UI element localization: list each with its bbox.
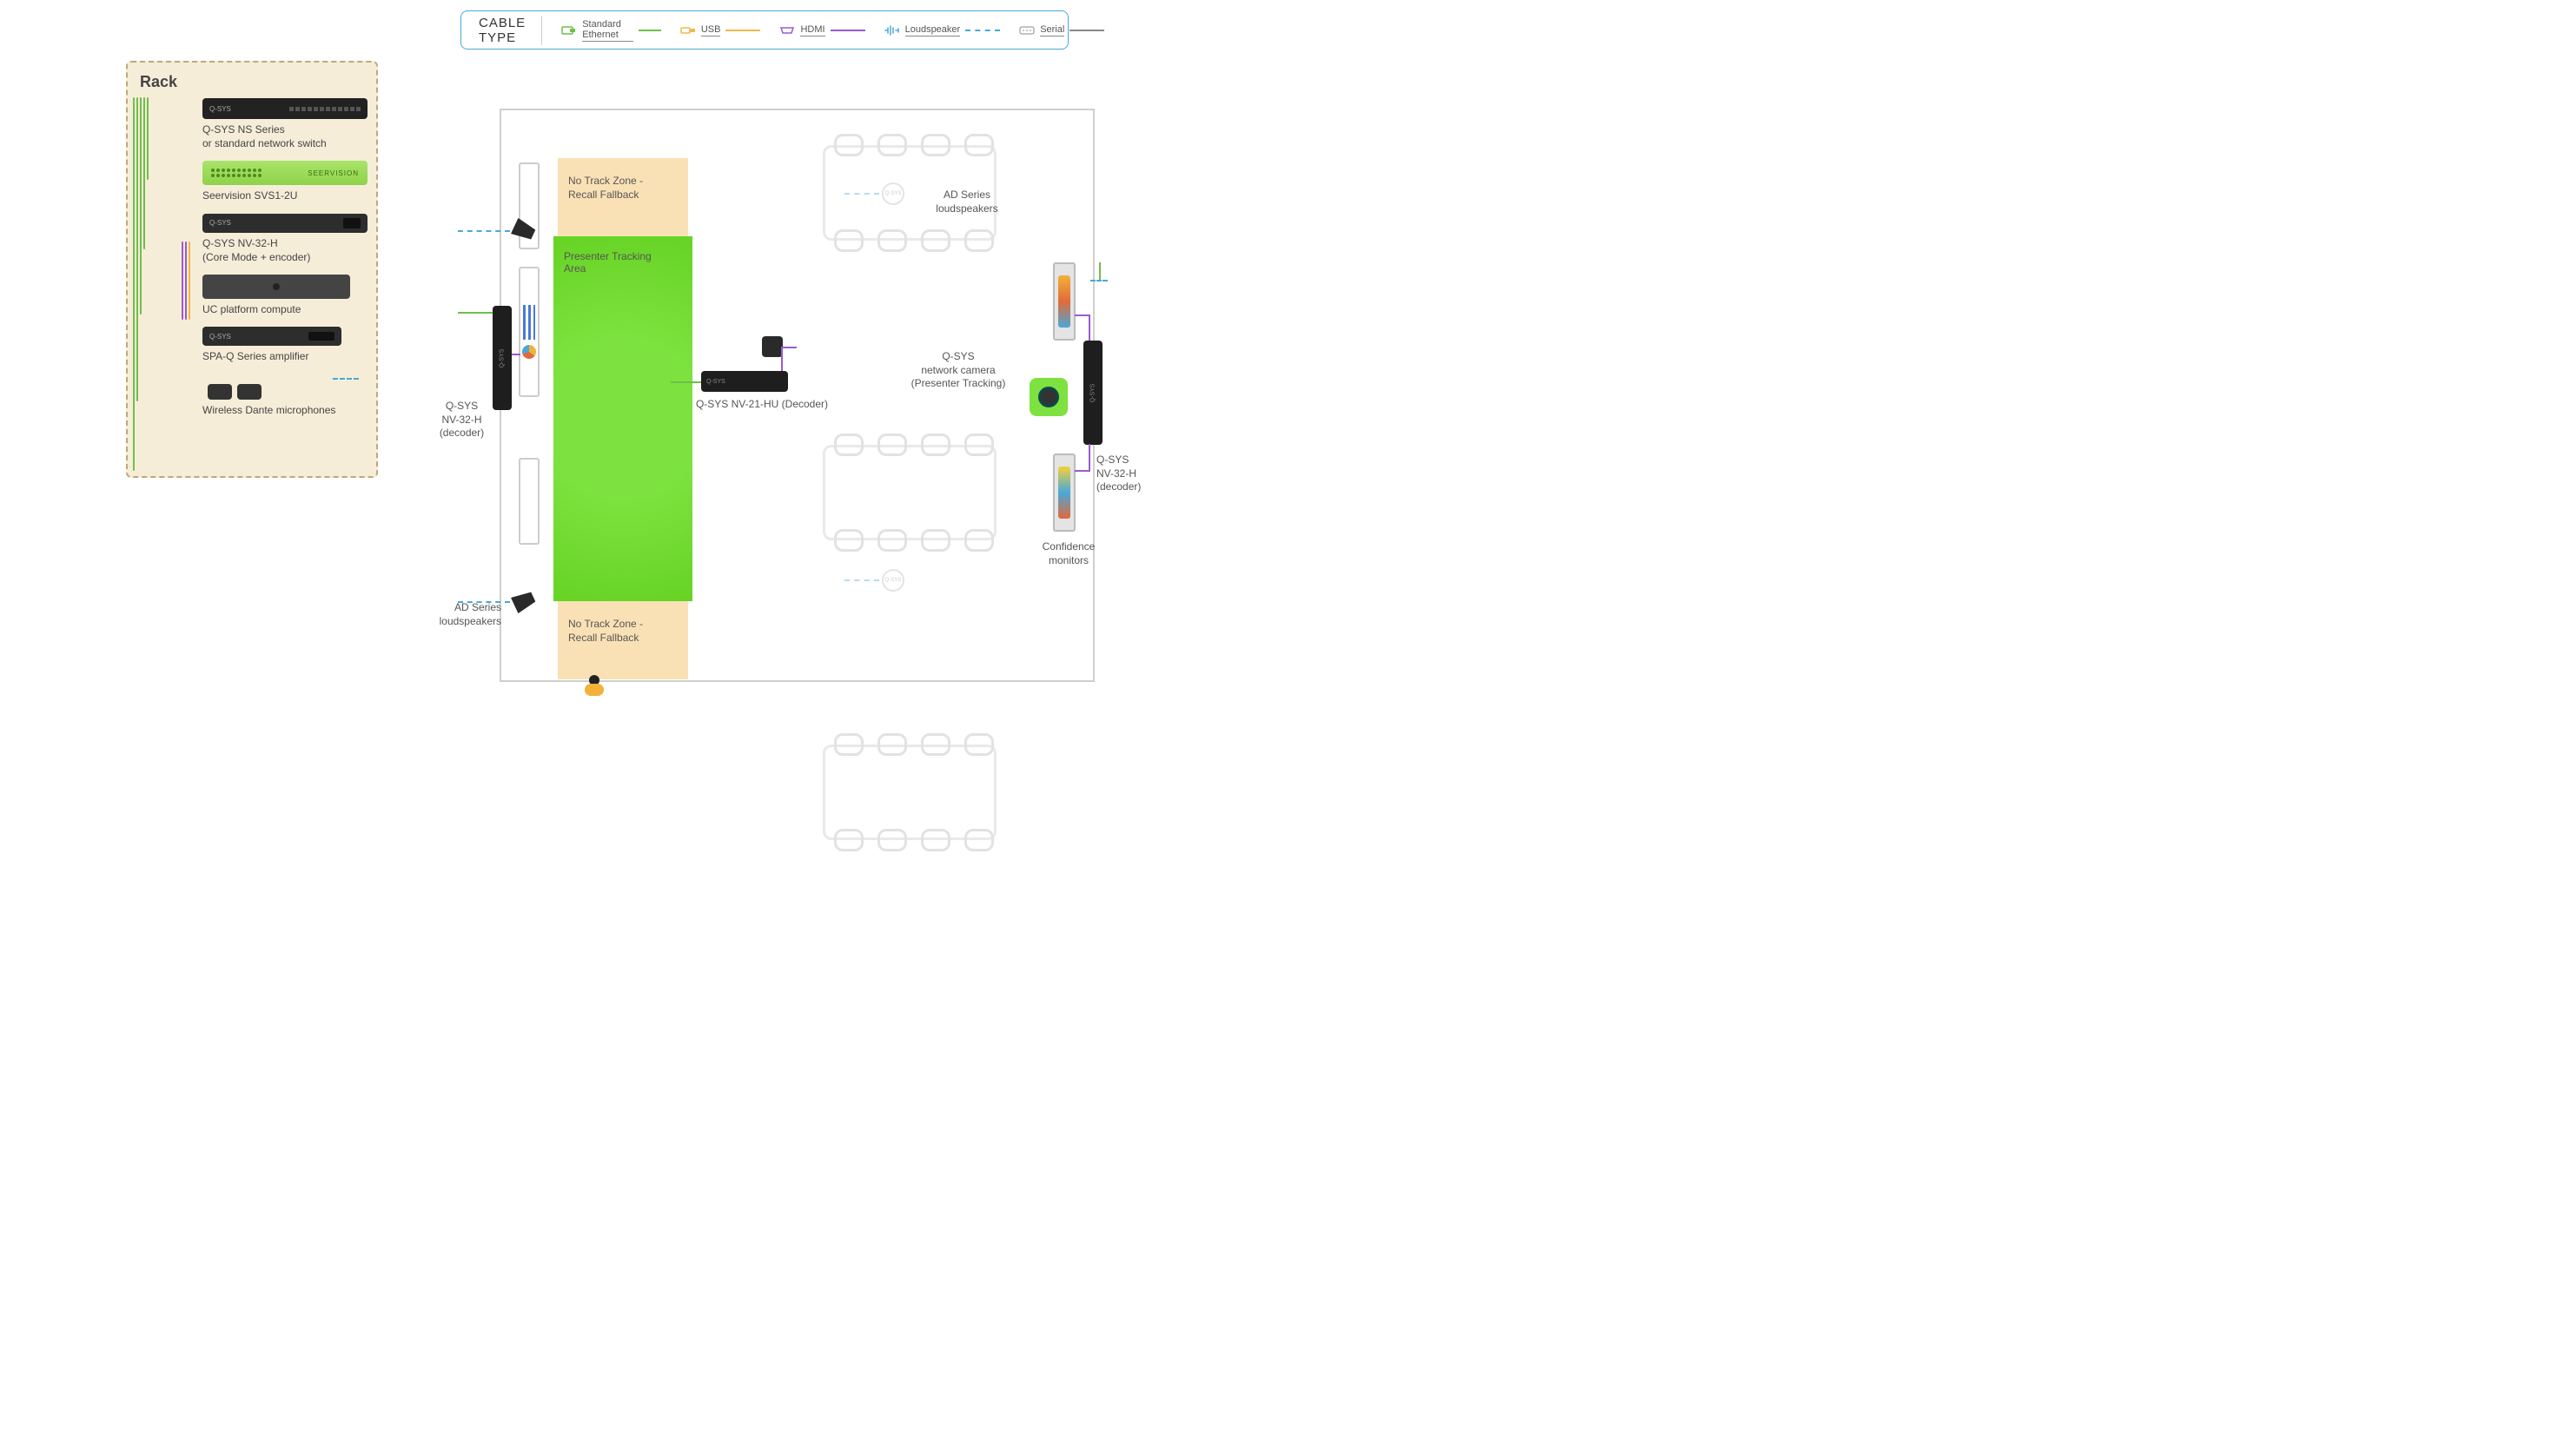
hdmi-icon bbox=[779, 24, 795, 36]
display-icon bbox=[343, 218, 361, 228]
vent-grid-icon bbox=[211, 169, 262, 177]
ghost-speaker-1: Q-SYS bbox=[882, 182, 904, 205]
audio-icon bbox=[884, 24, 900, 36]
usb-icon bbox=[680, 24, 696, 36]
amp-panel-icon bbox=[308, 332, 334, 341]
ptz-camera bbox=[1030, 378, 1068, 416]
loudspeaker-stub-icon bbox=[333, 378, 359, 380]
bar-chart-icon bbox=[523, 305, 535, 340]
center-camera-icon bbox=[762, 336, 783, 357]
nv32-right-label: Q-SYS NV-32-H (decoder) bbox=[1096, 453, 1166, 494]
legend-item-serial: Serial bbox=[1019, 24, 1104, 36]
nv32-decoder-right: Q-SYS bbox=[1083, 341, 1103, 445]
loudspeaker-bottom-left bbox=[511, 589, 537, 613]
presenter-icon bbox=[584, 675, 605, 696]
legend-title: CABLE TYPE bbox=[479, 16, 542, 45]
ghost-speaker-2: Q-SYS bbox=[882, 569, 904, 592]
legend-item-hdmi: HDMI bbox=[779, 24, 864, 36]
eth-stub-left bbox=[458, 312, 493, 314]
wireless-mics-icon bbox=[202, 374, 272, 400]
nv32-left-label: Q-SYS NV-32-H (decoder) bbox=[429, 400, 494, 440]
pie-chart-icon bbox=[522, 345, 536, 359]
confidence-monitor-bottom bbox=[1053, 453, 1076, 532]
rack-item-switch: Q-SYS Q-SYS NS Series or standard networ… bbox=[202, 98, 364, 150]
ad-left-label: AD Series loudspeakers bbox=[414, 601, 501, 628]
nv32-decoder-left: Q-SYS bbox=[493, 306, 512, 410]
equipment-rack: Rack Q-SYS Q-SYS NS Series or standard n… bbox=[126, 61, 378, 478]
legend-item-loudspeaker: Loudspeaker bbox=[884, 24, 1001, 36]
ad-right-label: AD Series loudspeakers bbox=[928, 189, 1006, 215]
uc-compute-device bbox=[202, 275, 350, 299]
rack-item-nv32: Q-SYS Q-SYS NV-32-H (Core Mode + encoder… bbox=[202, 214, 364, 264]
no-track-zone-bottom: No Track Zone - Recall Fallback bbox=[558, 601, 688, 679]
audio-stub-top bbox=[458, 230, 510, 232]
cable-type-legend: CABLE TYPE Standard Ethernet USB HDMI Lo… bbox=[460, 10, 1069, 50]
confidence-monitor-top bbox=[1053, 262, 1076, 341]
camera-label: Q-SYS network camera (Presenter Tracking… bbox=[893, 350, 1023, 391]
hdmi-stub-left bbox=[512, 354, 520, 355]
switch-ports-icon bbox=[289, 107, 361, 111]
nv32-device: Q-SYS bbox=[202, 214, 368, 233]
rack-item-amp: Q-SYS SPA-Q Series amplifier bbox=[202, 327, 364, 363]
hdmi-center-h bbox=[781, 347, 797, 348]
ethernet-icon bbox=[561, 24, 577, 36]
nv21-decoder: Q-SYS bbox=[701, 371, 788, 392]
seervision-device: SEERVISION bbox=[202, 161, 368, 185]
rack-title: Rack bbox=[140, 73, 364, 91]
confidence-monitors-label: Confidence monitors bbox=[1025, 540, 1112, 567]
network-switch-device: Q-SYS bbox=[202, 98, 368, 119]
legend-item-ethernet: Standard Ethernet bbox=[561, 19, 661, 42]
amplifier-device: Q-SYS bbox=[202, 327, 341, 346]
legend-item-usb: USB bbox=[680, 24, 761, 36]
audience-table-3 bbox=[823, 745, 997, 840]
rack-item-mics: Wireless Dante microphones bbox=[202, 374, 364, 417]
serial-icon bbox=[1019, 24, 1035, 36]
camera-lens-icon bbox=[1038, 387, 1059, 407]
hdmi-center-v bbox=[781, 347, 783, 371]
blank-screen-bottom bbox=[519, 458, 540, 545]
audience-table-2 bbox=[823, 445, 997, 540]
no-track-zone-top: No Track Zone - Recall Fallback bbox=[558, 158, 688, 236]
rack-wires bbox=[133, 92, 194, 464]
nv21-label: Q-SYS NV-21-HU (Decoder) bbox=[684, 397, 840, 411]
presenter-tracking-area: Presenter Tracking Area bbox=[553, 236, 692, 601]
rack-item-uc: UC platform compute bbox=[202, 275, 364, 316]
eth-stub-center bbox=[671, 381, 701, 383]
rack-item-seervision: SEERVISION Seervision SVS1-2U bbox=[202, 161, 364, 202]
presentation-screen bbox=[519, 267, 540, 397]
hdmi-right-bot bbox=[1075, 470, 1090, 472]
